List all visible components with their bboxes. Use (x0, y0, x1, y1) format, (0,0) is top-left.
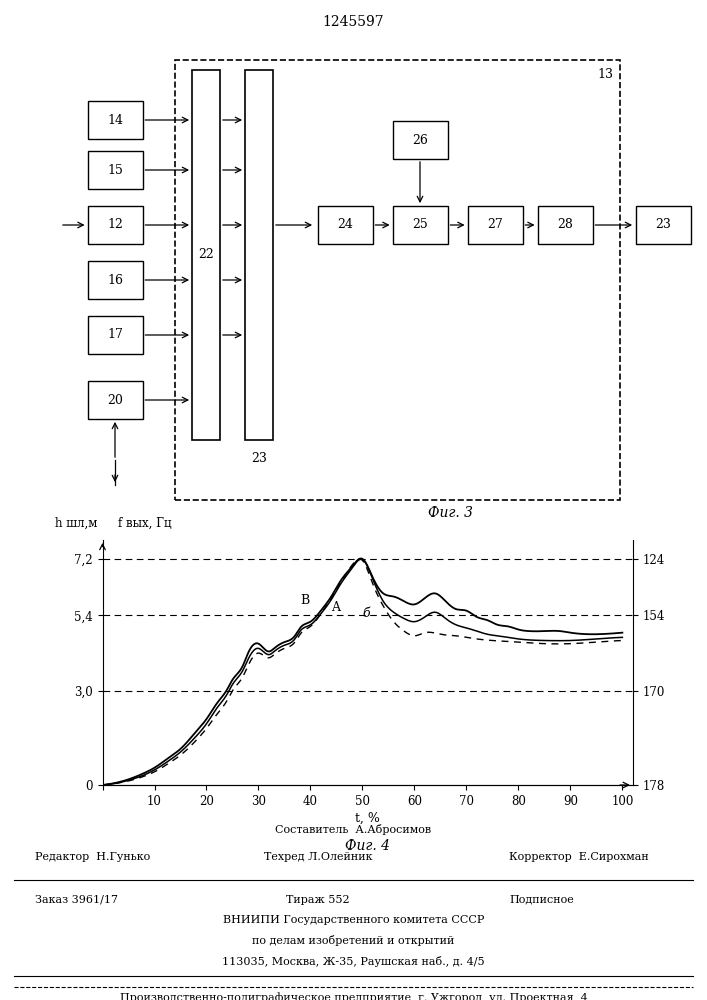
Bar (636, 206, 691, 244)
Bar (175, 60, 620, 500)
Bar (392, 206, 448, 244)
Text: h шл,м: h шл,м (54, 517, 97, 530)
Text: 28: 28 (557, 219, 573, 232)
Text: ВНИИПИ Государственного комитета СССР: ВНИИПИ Государственного комитета СССР (223, 915, 484, 925)
Text: 13: 13 (597, 68, 613, 82)
Text: 15: 15 (107, 163, 123, 176)
Text: 1245597: 1245597 (322, 15, 384, 29)
Text: A: A (332, 601, 340, 614)
Bar (88, 101, 143, 139)
Bar (88, 381, 143, 419)
X-axis label: t, %: t, % (355, 812, 380, 825)
Bar (88, 316, 143, 354)
Bar (88, 151, 143, 189)
Text: 12: 12 (107, 219, 123, 232)
Text: В: В (300, 594, 309, 607)
Bar (88, 206, 143, 244)
Text: f вых, Гц: f вых, Гц (118, 517, 172, 530)
Bar (467, 206, 522, 244)
Text: Корректор  Е.Сирохман: Корректор Е.Сирохман (509, 852, 649, 862)
Text: по делам изобретений и открытий: по делам изобретений и открытий (252, 935, 455, 946)
Text: Тираж 552: Тираж 552 (286, 895, 350, 905)
Text: 16: 16 (107, 273, 123, 286)
Bar (88, 261, 143, 299)
Bar (192, 70, 220, 440)
Text: Редактор  Н.Гунько: Редактор Н.Гунько (35, 852, 151, 862)
Text: 113035, Москва, Ж-35, Раушская наб., д. 4/5: 113035, Москва, Ж-35, Раушская наб., д. … (222, 956, 485, 967)
Text: 23: 23 (251, 452, 267, 464)
Bar (537, 206, 592, 244)
Text: Составитель  А.Абросимов: Составитель А.Абросимов (276, 824, 431, 835)
Text: 14: 14 (107, 113, 123, 126)
Text: б: б (363, 607, 370, 620)
Text: 27: 27 (487, 219, 503, 232)
Text: 25: 25 (412, 219, 428, 232)
Text: Техред Л.Олейник: Техред Л.Олейник (264, 852, 373, 862)
Text: Заказ 3961/17: Заказ 3961/17 (35, 895, 118, 905)
Text: 24: 24 (337, 219, 353, 232)
Text: 23: 23 (655, 219, 671, 232)
Text: 26: 26 (412, 133, 428, 146)
Text: Фиг. 3: Фиг. 3 (428, 506, 472, 520)
Bar (245, 70, 273, 440)
Bar (392, 121, 448, 159)
Text: 22: 22 (198, 248, 214, 261)
Text: Подписное: Подписное (509, 895, 574, 905)
Text: Фиг. 4: Фиг. 4 (345, 839, 390, 853)
Text: Производственно-полиграфическое предприятие, г. Ужгород, ул. Проектная, 4: Производственно-полиграфическое предприя… (119, 993, 588, 1000)
Bar (317, 206, 373, 244)
Text: 17: 17 (107, 328, 123, 342)
Text: 20: 20 (107, 393, 123, 406)
